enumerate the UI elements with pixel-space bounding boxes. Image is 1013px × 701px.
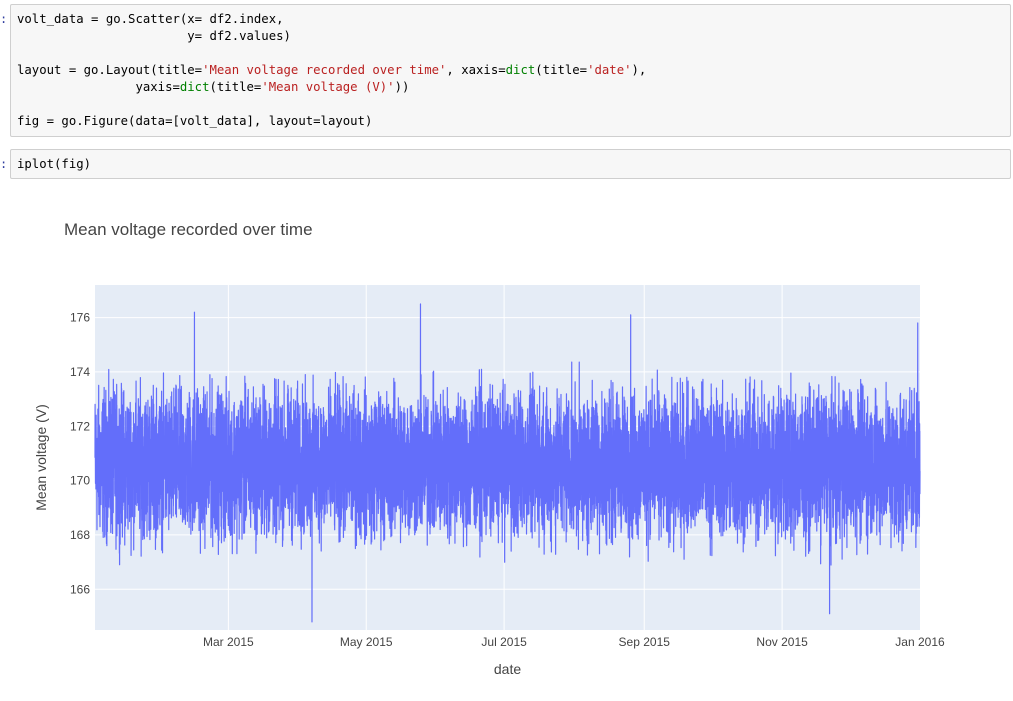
chart-title: Mean voltage recorded over time	[64, 220, 313, 239]
cell-prompt: :	[0, 12, 8, 26]
plotly-chart[interactable]: Mean voltage recorded over time 166 168 17…	[10, 190, 1011, 695]
code-text: ),	[631, 63, 647, 77]
code-line: layout = go.Layout(title='Mean voltage r…	[17, 63, 646, 77]
code-string: 'Mean voltage (V)'	[261, 80, 395, 94]
code-builtin: dict	[179, 80, 210, 94]
y-tick-label: 176	[70, 311, 90, 325]
y-tick-label: 172	[70, 419, 90, 433]
y-axis-title: Mean voltage (V)	[33, 404, 49, 511]
voltage-trace[interactable]	[94, 303, 921, 623]
x-tick-label: Jul 2015	[481, 635, 527, 649]
code-line: y= df2.values)	[17, 29, 291, 43]
code-editor[interactable]: volt_data = go.Scatter(x= df2.index, y= …	[11, 5, 1010, 136]
code-text: volt_data = go.Scatter(x= df2.index,	[17, 12, 284, 26]
x-tick-label: Jan 2016	[895, 635, 945, 649]
y-tick-label: 166	[70, 582, 90, 596]
code-cell-scatter[interactable]: volt_data = go.Scatter(x= df2.index, y= …	[10, 4, 1011, 137]
code-text: (title=	[535, 63, 588, 77]
series-line[interactable]	[94, 303, 921, 623]
code-line: iplot(fig)	[17, 157, 91, 171]
y-tick-label: 174	[70, 365, 90, 379]
code-editor[interactable]: iplot(fig)	[11, 150, 1010, 179]
code-text: layout = go.Layout(title=	[17, 63, 203, 77]
code-line: volt_data = go.Scatter(x= df2.index,	[17, 12, 284, 26]
code-string: 'date'	[587, 63, 632, 77]
y-axis-ticks: 166 168 170 172 174 176	[70, 311, 90, 597]
plot-output: Mean voltage recorded over time 166 168 17…	[10, 190, 1011, 695]
cell-prompt: :	[0, 157, 8, 171]
code-text: (title=	[209, 80, 262, 94]
code-text: y= df2.values)	[17, 29, 291, 43]
code-builtin: dict	[505, 63, 536, 77]
x-tick-label: May 2015	[340, 635, 393, 649]
x-tick-label: Nov 2015	[756, 635, 808, 649]
code-text: , xaxis=	[446, 63, 506, 77]
code-line: yaxis=dict(title='Mean voltage (V)'))	[17, 80, 409, 94]
x-axis-ticks: Mar 2015 May 2015 Jul 2015 Sep 2015 Nov 2015…	[203, 635, 945, 649]
code-text: yaxis=	[17, 80, 180, 94]
code-text: iplot(fig)	[17, 157, 92, 171]
y-tick-label: 170	[70, 474, 90, 488]
code-text: ))	[394, 80, 410, 94]
x-tick-label: Mar 2015	[203, 635, 254, 649]
code-text: fig = go.Figure(data=[volt_data], layout…	[17, 114, 373, 128]
code-string: 'Mean voltage recorded over time'	[202, 63, 447, 77]
code-cell-iplot[interactable]: iplot(fig)	[10, 149, 1011, 179]
y-tick-label: 168	[70, 528, 90, 542]
code-line: fig = go.Figure(data=[volt_data], layout…	[17, 114, 372, 128]
x-tick-label: Sep 2015	[619, 635, 671, 649]
x-axis-title: date	[494, 661, 521, 677]
